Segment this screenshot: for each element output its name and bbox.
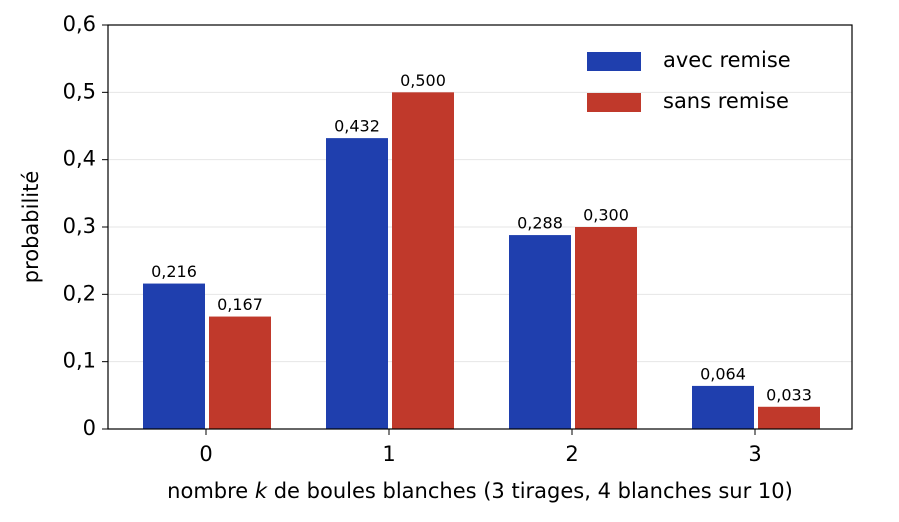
- legend-swatch: [587, 93, 641, 112]
- legend-swatch: [587, 52, 641, 71]
- value-label: 0,300: [583, 206, 629, 225]
- x-tick-label: 2: [565, 442, 578, 466]
- bar: [392, 92, 454, 429]
- bar: [758, 406, 820, 429]
- plot-frame: [107, 24, 853, 430]
- x-tick-label: 1: [382, 442, 395, 466]
- value-label: 0,167: [217, 295, 263, 314]
- bar: [143, 283, 205, 429]
- x-tick-label: 3: [748, 442, 761, 466]
- x-axis-label: nombre k de boules blanches (3 tirages, …: [167, 479, 793, 503]
- y-tick-label: 0: [83, 416, 96, 440]
- x-label-part: nombre: [167, 479, 255, 503]
- y-tick-label: 0,4: [63, 147, 96, 171]
- value-label: 0,064: [700, 364, 746, 383]
- bar: [509, 235, 571, 429]
- bar: [209, 316, 271, 429]
- y-tick-label: 0,3: [63, 214, 96, 238]
- value-label: 0,500: [400, 71, 446, 90]
- value-label: 0,216: [151, 262, 197, 281]
- value-label: 0,033: [766, 385, 812, 404]
- value-label: 0,288: [517, 214, 563, 233]
- y-tick-label: 0,6: [63, 12, 96, 36]
- x-tick-label: 0: [199, 442, 212, 466]
- legend-label: sans remise: [663, 89, 789, 113]
- bar: [575, 227, 637, 429]
- y-tick-label: 0,5: [63, 79, 96, 103]
- legend-label: avec remise: [663, 48, 791, 72]
- y-tick-label: 0,1: [63, 349, 96, 373]
- bar: [692, 385, 754, 429]
- x-label-part: k: [255, 479, 268, 503]
- y-axis-label: probabilité: [19, 171, 43, 284]
- value-label: 0,432: [334, 117, 380, 136]
- y-tick-label: 0,2: [63, 281, 96, 305]
- x-label-part: de boules blanches (3 tirages, 4 blanche…: [267, 479, 793, 503]
- bar: [326, 138, 388, 429]
